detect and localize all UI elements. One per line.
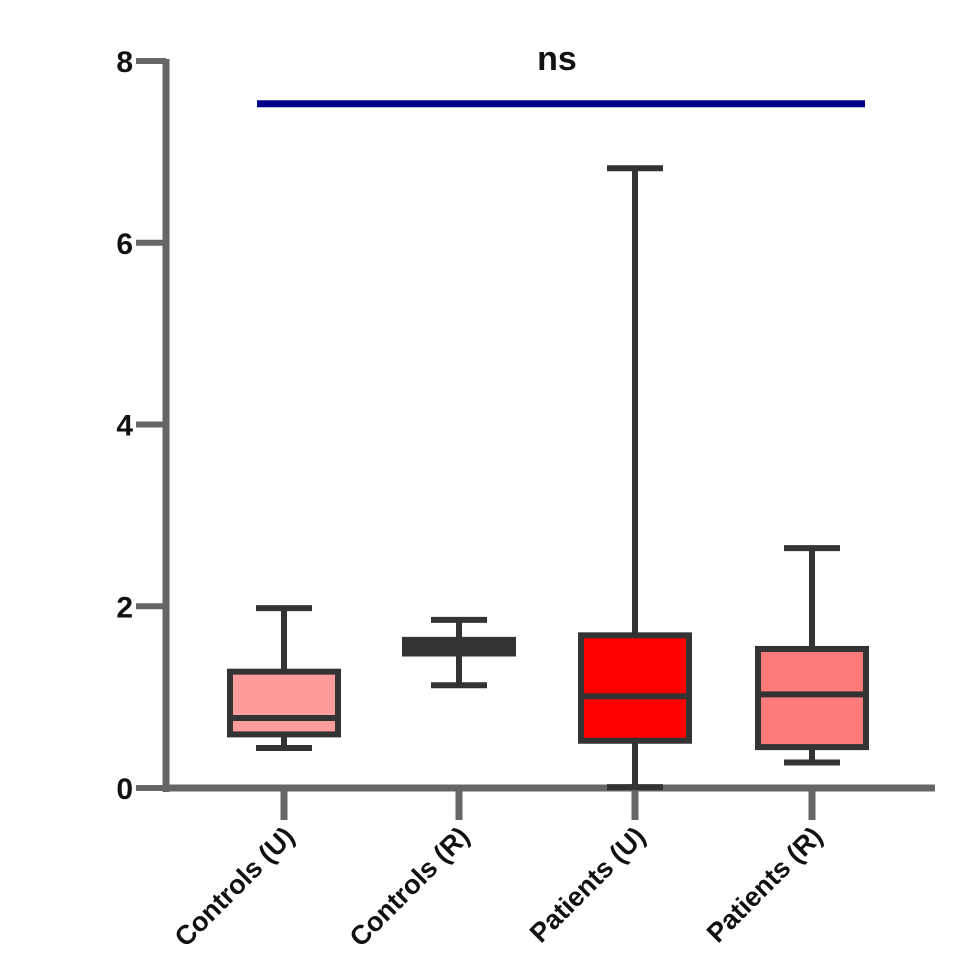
x-category-label: Patients (R): [701, 821, 828, 948]
box-patients-u: [578, 165, 692, 791]
significance-annotation: ns: [257, 40, 865, 108]
x-category-label: Controls (R): [344, 821, 476, 953]
box-controls-r: [402, 616, 516, 689]
x-category-label: Patients (U): [524, 821, 651, 948]
y-tick-label: 4: [116, 410, 133, 443]
x-axis: Controls (U) Controls (R) Patients (U) Pati…: [163, 784, 935, 953]
iqr-box: [227, 668, 341, 738]
box-series: [227, 165, 869, 791]
significance-label: ns: [537, 40, 577, 78]
box-patients-r: [755, 545, 869, 766]
y-tick-label: 2: [116, 591, 133, 624]
iqr-box: [755, 645, 869, 751]
iqr-box: [578, 632, 692, 744]
box-controls-u: [227, 605, 341, 752]
y-axis: 0 2 4 6 8: [116, 46, 170, 806]
y-tick-label: 6: [116, 228, 133, 261]
x-category-label: Controls (U): [169, 821, 301, 953]
y-tick-label: 8: [116, 46, 133, 79]
y-tick-label: 0: [116, 773, 133, 806]
